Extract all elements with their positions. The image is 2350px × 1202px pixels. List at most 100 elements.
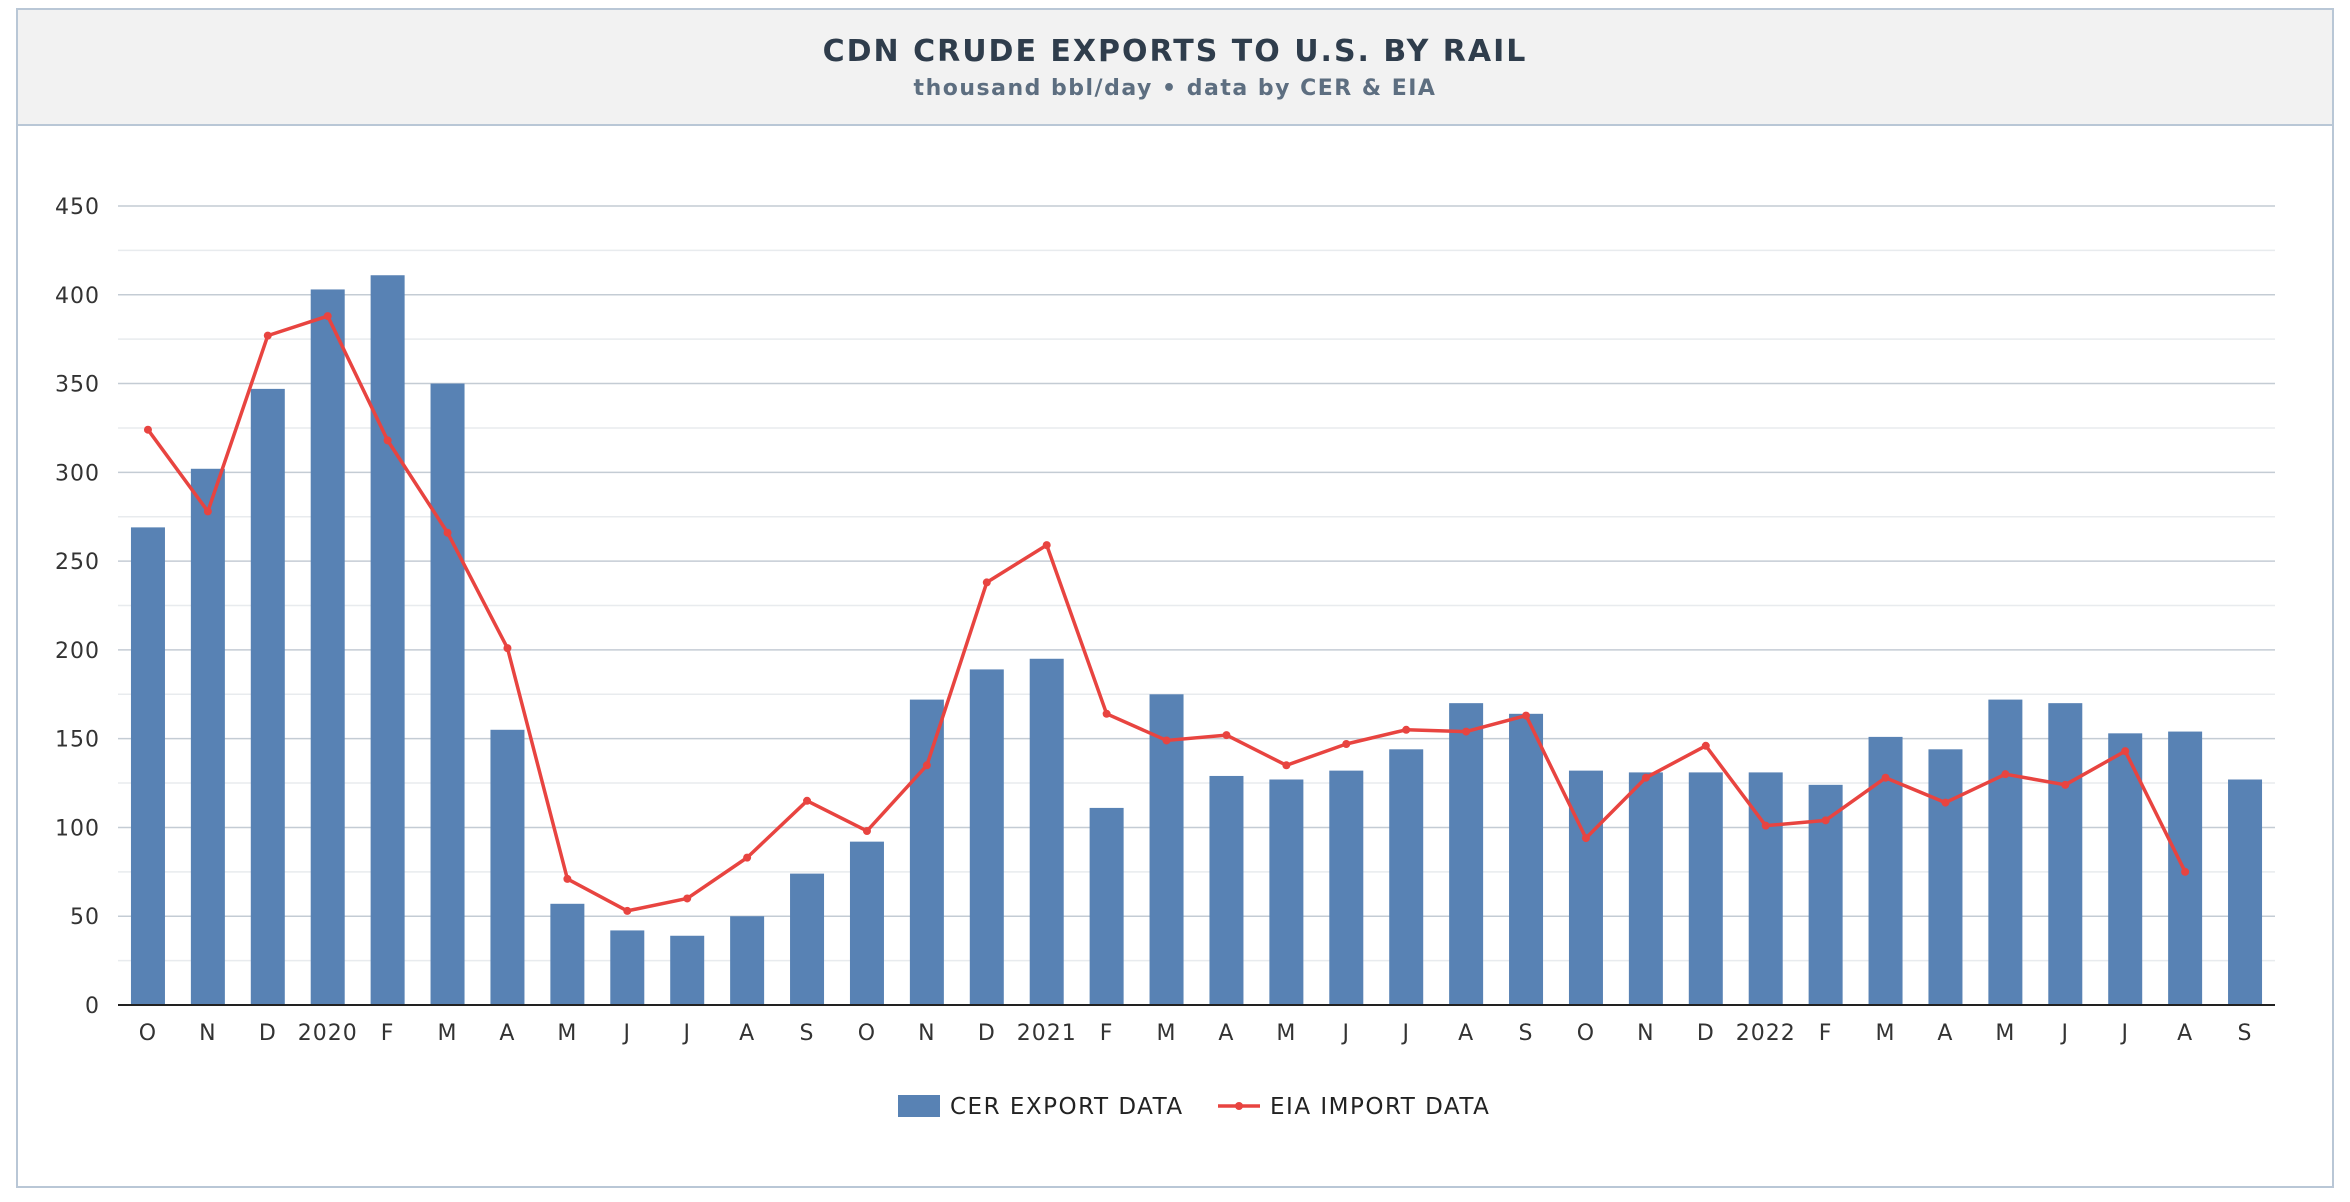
bar-series (130, 275, 2263, 1006)
y-axis-ticks: 0 50 100 150 200 250 300 350 400 450 (55, 195, 100, 1019)
line-point (1162, 736, 1171, 745)
chart-subtitle: thousand bbl/day • data by CER & EIA (913, 76, 1437, 101)
bar (1269, 779, 1304, 1005)
bar (370, 275, 405, 1005)
y-tick-label: 100 (55, 816, 100, 841)
line-point (383, 436, 392, 445)
line-series (143, 312, 2190, 915)
bar (1928, 749, 1963, 1005)
bar (310, 289, 345, 1005)
line-point (1462, 727, 1471, 736)
line-point (2061, 780, 2070, 789)
bar (909, 699, 944, 1005)
bar (670, 935, 705, 1005)
bar (1329, 770, 1364, 1005)
x-tick-label: A (1218, 1021, 1234, 1046)
x-tick-label: D (259, 1021, 277, 1046)
bar (849, 841, 884, 1005)
y-tick-label: 50 (70, 905, 100, 930)
x-tick-label: S (800, 1021, 815, 1046)
line-point (1102, 709, 1111, 718)
x-tick-label: M (1995, 1021, 2015, 1046)
line-point (443, 528, 452, 537)
line-point (1402, 725, 1411, 734)
x-tick-label: J (2119, 1021, 2129, 1046)
x-tick-label: A (1458, 1021, 1474, 1046)
bar (790, 873, 825, 1005)
legend: CER EXPORT DATA EIA IMPORT DATA (898, 1094, 1489, 1120)
line-point (143, 425, 152, 434)
bar (1209, 775, 1244, 1005)
line-point (503, 644, 512, 653)
line-point (563, 874, 572, 883)
x-tick-label: 2021 (1017, 1021, 1077, 1046)
x-tick-label: S (2238, 1021, 2253, 1046)
x-tick-label: M (438, 1021, 458, 1046)
line-point (1342, 739, 1351, 748)
line-point (623, 906, 632, 915)
x-tick-label: J (1400, 1021, 1410, 1046)
bar (1089, 807, 1124, 1005)
x-tick-label: F (381, 1021, 395, 1046)
bar (2228, 779, 2263, 1005)
x-tick-label: S (1519, 1021, 1534, 1046)
y-tick-label: 350 (55, 373, 100, 398)
bar (1449, 703, 1484, 1005)
line-point (1042, 541, 1051, 550)
y-tick-label: 0 (85, 994, 100, 1019)
bar (2048, 703, 2083, 1005)
x-tick-label: O (1577, 1021, 1595, 1046)
line-point (1881, 773, 1890, 782)
line-point (1701, 741, 1710, 750)
x-tick-label: J (2060, 1021, 2070, 1046)
line-point (1941, 798, 1950, 807)
x-tick-label: 2022 (1736, 1021, 1796, 1046)
x-tick-label: F (1100, 1021, 1114, 1046)
line-point (1821, 816, 1830, 825)
x-tick-label: N (1637, 1021, 1654, 1046)
y-tick-label: 150 (55, 728, 100, 753)
line-point (263, 331, 272, 340)
chart-title: CDN CRUDE EXPORTS TO U.S. BY RAIL (822, 34, 1528, 69)
y-tick-label: 200 (55, 639, 100, 664)
y-tick-label: 450 (55, 195, 100, 220)
x-tick-label: D (1697, 1021, 1715, 1046)
bar (130, 527, 165, 1005)
bar (550, 903, 585, 1005)
bar (1688, 772, 1723, 1005)
x-tick-label: M (1876, 1021, 1896, 1046)
x-axis-ticks: O N D 2020 F M A M J J A S O N D 2021 F M A M J J A S O N D 2022 F M A… (139, 1021, 2253, 1046)
x-tick-label: A (499, 1021, 515, 1046)
legend-bar-swatch (898, 1095, 940, 1117)
bar (1509, 713, 1544, 1005)
bar (1568, 770, 1603, 1005)
x-tick-label: J (681, 1021, 691, 1046)
bar (730, 916, 765, 1005)
x-tick-label: J (1341, 1021, 1351, 1046)
line-point (323, 312, 332, 321)
x-tick-label: O (858, 1021, 876, 1046)
line-point (2001, 770, 2010, 779)
x-tick-label: N (918, 1021, 935, 1046)
x-tick-label: A (739, 1021, 755, 1046)
x-tick-label: J (622, 1021, 632, 1046)
x-tick-label: O (139, 1021, 157, 1046)
bar (490, 729, 525, 1005)
line-point (982, 578, 991, 587)
bar (1988, 699, 2023, 1005)
grid-layer (118, 205, 2275, 962)
line-point (1581, 834, 1590, 843)
bar (969, 669, 1004, 1005)
line-point (2181, 867, 2190, 876)
x-tick-label: M (1276, 1021, 1296, 1046)
line-point (683, 894, 692, 903)
line-point (1222, 731, 1231, 740)
x-tick-label: F (1819, 1021, 1833, 1046)
line-point (1522, 711, 1531, 720)
bar (430, 383, 465, 1005)
bar (610, 930, 645, 1005)
chart-header: CDN CRUDE EXPORTS TO U.S. BY RAIL thousa… (18, 10, 2332, 126)
x-tick-label: M (557, 1021, 577, 1046)
bar (1029, 658, 1064, 1005)
